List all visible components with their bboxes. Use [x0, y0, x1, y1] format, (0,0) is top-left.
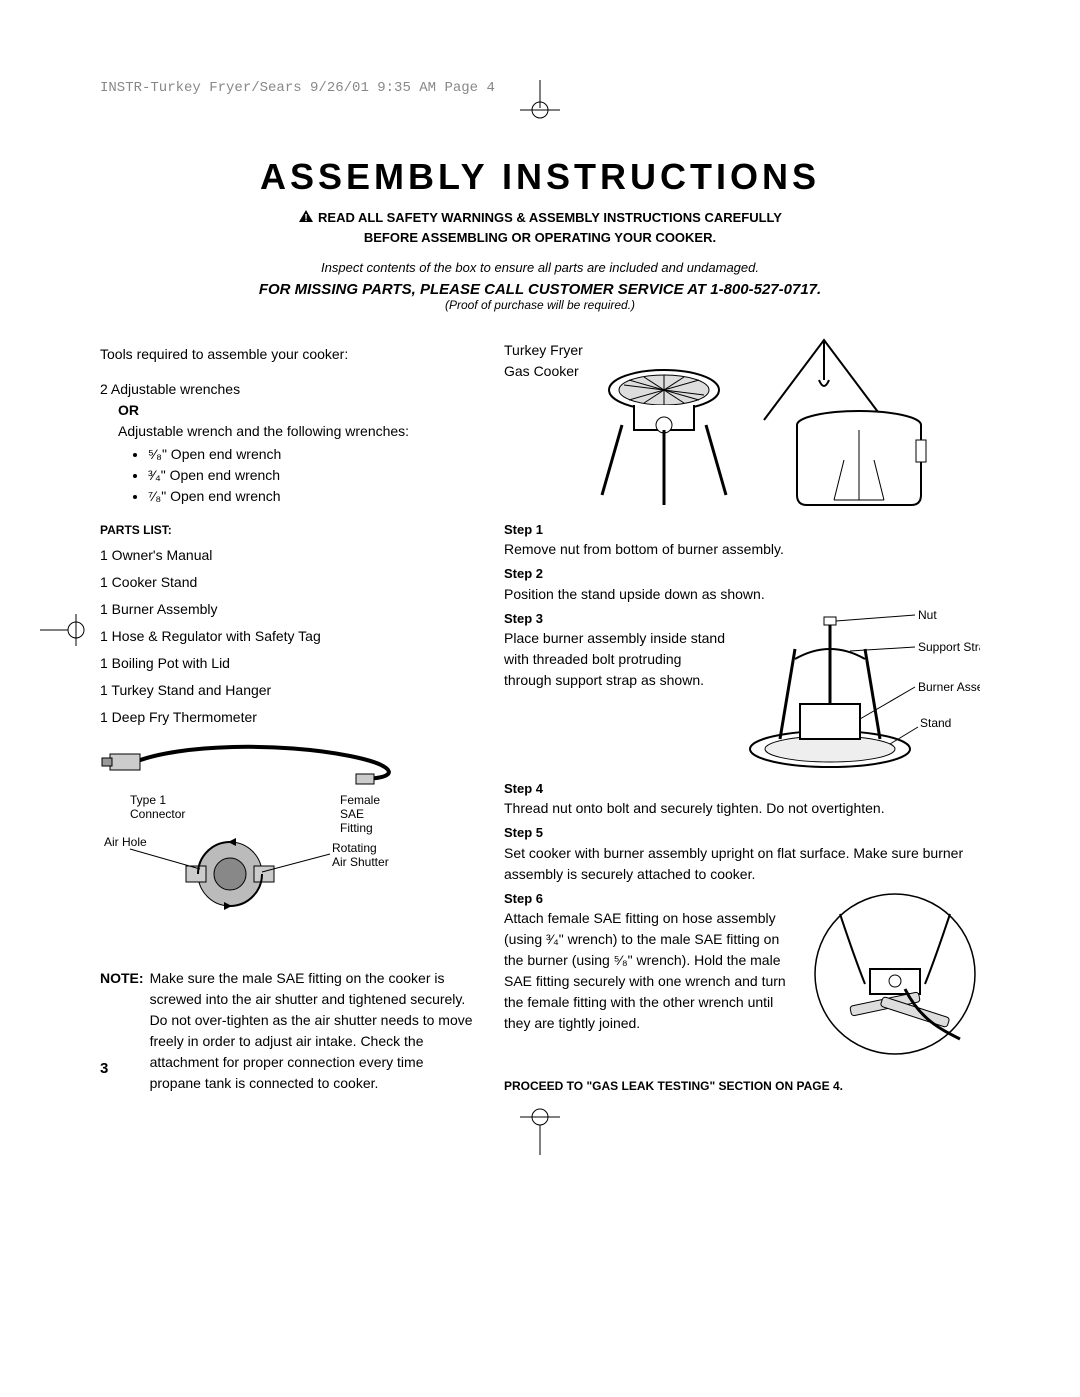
part-item: 1 Turkey Stand and Hanger	[100, 680, 474, 701]
label-female: FemaleSAEFitting	[340, 793, 380, 835]
hose-diagram: Type 1Connector FemaleSAEFitting Air Hol…	[100, 734, 420, 954]
step-6-text: Step 6 Attach female SAE fitting on hose…	[504, 889, 800, 1059]
step-3-text: Step 3 Place burner assembly inside stan…	[504, 609, 730, 779]
right-column: Turkey Fryer Gas Cooker	[504, 330, 980, 1095]
part-item: 1 Owner's Manual	[100, 545, 474, 566]
wrench-item: ⁵⁄₈" Open end wrench	[148, 444, 474, 465]
label-rotating: RotatingAir Shutter	[332, 841, 389, 869]
part-item: 1 Burner Assembly	[100, 599, 474, 620]
step-3-row: Step 3 Place burner assembly inside stan…	[504, 609, 980, 779]
tools-intro: Tools required to assemble your cooker:	[100, 344, 474, 365]
step-4-body: Thread nut onto bolt and securely tighte…	[504, 798, 980, 819]
step-3-body: Place burner assembly inside stand with …	[504, 628, 730, 691]
step-2-header: Step 2	[504, 564, 980, 584]
part-item: 1 Cooker Stand	[100, 572, 474, 593]
step-2-body: Position the stand upside down as shown.	[504, 584, 980, 605]
crop-mark-top	[0, 80, 1080, 140]
part-item: 1 Boiling Pot with Lid	[100, 653, 474, 674]
product-diagram-row: Turkey Fryer Gas Cooker	[504, 330, 980, 520]
proceed-text: PROCEED TO "GAS LEAK TESTING" SECTION ON…	[504, 1077, 980, 1095]
svg-text:!: !	[304, 213, 307, 223]
tool-1: 2 Adjustable wrenches	[100, 379, 474, 400]
inspect-text: Inspect contents of the box to ensure al…	[100, 260, 980, 275]
step-1-body: Remove nut from bottom of burner assembl…	[504, 539, 980, 560]
warning-line-2: BEFORE ASSEMBLING OR OPERATING YOUR COOK…	[364, 230, 716, 245]
crop-mark-bottom	[0, 1107, 1080, 1167]
step-6-diagram	[810, 889, 980, 1059]
wrench-list: ⁵⁄₈" Open end wrench ³⁄₄" Open end wrenc…	[100, 444, 474, 507]
product-label: Turkey Fryer Gas Cooker	[504, 330, 594, 382]
step-6-header: Step 6	[504, 889, 800, 909]
wrench-item: ⁷⁄₈" Open end wrench	[148, 486, 474, 507]
step-1-header: Step 1	[504, 520, 980, 540]
crop-mark-left	[40, 610, 100, 650]
or-text: OR	[100, 400, 474, 421]
tool-2: Adjustable wrench and the following wren…	[100, 421, 474, 442]
note-body: Make sure the male SAE fitting on the co…	[150, 968, 474, 1094]
step-3-diagram: Nut Support Strap Burner Assembly Stand	[740, 609, 980, 779]
label-airhole: Air Hole	[104, 835, 147, 849]
proof-text: (Proof of purchase will be required.)	[100, 298, 980, 312]
label-burner: Burner Assembly	[918, 680, 980, 694]
label-stand: Stand	[920, 716, 951, 730]
wrench-item: ³⁄₄" Open end wrench	[148, 465, 474, 486]
label-type1: Type 1Connector	[130, 793, 185, 821]
label-strap: Support Strap	[918, 640, 980, 654]
step-6-row: Step 6 Attach female SAE fitting on hose…	[504, 889, 980, 1059]
step-4-header: Step 4	[504, 779, 980, 799]
step-5-body: Set cooker with burner assembly upright …	[504, 843, 980, 885]
warning-block: ! READ ALL SAFETY WARNINGS & ASSEMBLY IN…	[100, 208, 980, 248]
page-title: ASSEMBLY INSTRUCTIONS	[100, 156, 980, 198]
label-nut: Nut	[918, 609, 937, 622]
left-column: Tools required to assemble your cooker: …	[100, 330, 474, 1095]
parts-list: 1 Owner's Manual 1 Cooker Stand 1 Burner…	[100, 545, 474, 728]
missing-parts-text: FOR MISSING PARTS, PLEASE CALL CUSTOMER …	[100, 281, 980, 298]
part-item: 1 Hose & Regulator with Safety Tag	[100, 626, 474, 647]
parts-list-header: PARTS LIST:	[100, 521, 474, 539]
part-item: 1 Deep Fry Thermometer	[100, 707, 474, 728]
warning-line-1: READ ALL SAFETY WARNINGS & ASSEMBLY INST…	[318, 210, 782, 225]
cooker-diagram	[594, 330, 934, 520]
document-page: INSTR-Turkey Fryer/Sears 9/26/01 9:35 AM…	[0, 0, 1080, 1397]
step-6-body: Attach female SAE fitting on hose assemb…	[504, 908, 800, 1034]
step-5-header: Step 5	[504, 823, 980, 843]
content-columns: Tools required to assemble your cooker: …	[100, 330, 980, 1095]
note-block: NOTE: Make sure the male SAE fitting on …	[100, 968, 474, 1094]
step-3-header: Step 3	[504, 609, 730, 629]
warning-icon: !	[298, 209, 314, 229]
page-number: 3	[100, 1060, 108, 1077]
